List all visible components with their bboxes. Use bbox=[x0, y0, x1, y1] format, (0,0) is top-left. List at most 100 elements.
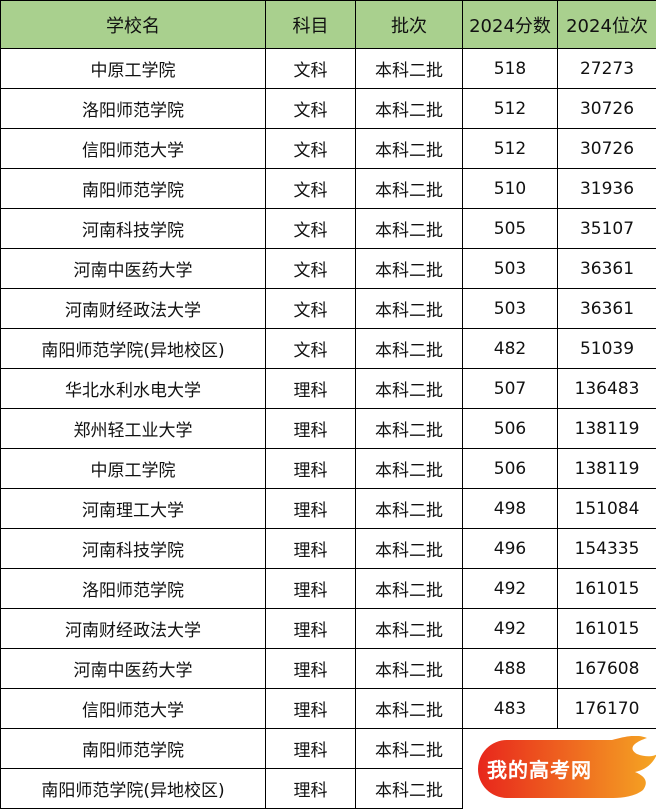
subject-cell: 理科 bbox=[265, 728, 356, 769]
rank-cell: 161015 bbox=[557, 608, 656, 649]
subject-cell: 理科 bbox=[265, 528, 356, 569]
column-header: 2024位次 bbox=[557, 0, 656, 49]
table-row: 河南中医药大学 理科 本科二批 488 167608 bbox=[0, 648, 656, 689]
score-cell: 498 bbox=[462, 488, 558, 529]
column-header: 科目 bbox=[265, 0, 356, 49]
subject-cell: 文科 bbox=[265, 248, 356, 289]
score-cell: 505 bbox=[462, 208, 558, 249]
rank-cell: 151084 bbox=[557, 488, 656, 529]
batch-cell: 本科二批 bbox=[355, 488, 463, 529]
subject-cell: 理科 bbox=[265, 448, 356, 489]
score-cell: 496 bbox=[462, 528, 558, 569]
school-name-cell: 南阳师范学院(异地校区) bbox=[0, 328, 266, 369]
subject-cell: 文科 bbox=[265, 208, 356, 249]
subject-cell: 理科 bbox=[265, 368, 356, 409]
batch-cell: 本科二批 bbox=[355, 448, 463, 489]
subject-cell: 理科 bbox=[265, 648, 356, 689]
table-row: 河南财经政法大学 理科 本科二批 492 161015 bbox=[0, 608, 656, 649]
score-cell: 503 bbox=[462, 248, 558, 289]
rank-cell: 138119 bbox=[557, 408, 656, 449]
table-row: 南阳师范学院(异地校区) 文科 本科二批 482 51039 bbox=[0, 328, 656, 369]
school-name-cell: 河南中医药大学 bbox=[0, 648, 266, 689]
school-name-cell: 南阳师范学院(异地校区) bbox=[0, 768, 266, 809]
watermark-logo: 我的高考网 bbox=[477, 735, 656, 802]
subject-cell: 文科 bbox=[265, 88, 356, 129]
table-row: 郑州轻工业大学 理科 本科二批 506 138119 bbox=[0, 408, 656, 449]
rank-cell: 30726 bbox=[557, 88, 656, 129]
school-name-cell: 南阳师范学院 bbox=[0, 168, 266, 209]
school-name-cell: 洛阳师范学院 bbox=[0, 568, 266, 609]
subject-cell: 文科 bbox=[265, 328, 356, 369]
score-cell: 482 bbox=[462, 328, 558, 369]
batch-cell: 本科二批 bbox=[355, 328, 463, 369]
subject-cell: 理科 bbox=[265, 608, 356, 649]
school-name-cell: 信阳师范大学 bbox=[0, 128, 266, 169]
subject-cell: 理科 bbox=[265, 768, 356, 809]
batch-cell: 本科二批 bbox=[355, 168, 463, 209]
table-row: 河南中医药大学 文科 本科二批 503 36361 bbox=[0, 248, 656, 289]
batch-cell: 本科二批 bbox=[355, 288, 463, 329]
score-cell: 483 bbox=[462, 688, 558, 729]
flame-icon bbox=[478, 735, 656, 798]
score-cell: 488 bbox=[462, 648, 558, 689]
batch-cell: 本科二批 bbox=[355, 128, 463, 169]
batch-cell: 本科二批 bbox=[355, 368, 463, 409]
rank-cell: 36361 bbox=[557, 248, 656, 289]
school-name-cell: 洛阳师范学院 bbox=[0, 88, 266, 129]
table-row: 南阳师范学院 文科 本科二批 510 31936 bbox=[0, 168, 656, 209]
rank-cell: 30726 bbox=[557, 128, 656, 169]
subject-cell: 文科 bbox=[265, 128, 356, 169]
school-name-cell: 信阳师范大学 bbox=[0, 688, 266, 729]
rank-cell: 161015 bbox=[557, 568, 656, 609]
rank-cell: 51039 bbox=[557, 328, 656, 369]
watermark-text: 我的高考网 bbox=[487, 758, 592, 782]
score-cell: 512 bbox=[462, 128, 558, 169]
rank-cell: 167608 bbox=[557, 648, 656, 689]
school-name-cell: 河南财经政法大学 bbox=[0, 608, 266, 649]
school-name-cell: 河南科技学院 bbox=[0, 528, 266, 569]
rank-cell: 35107 bbox=[557, 208, 656, 249]
batch-cell: 本科二批 bbox=[355, 648, 463, 689]
subject-cell: 理科 bbox=[265, 408, 356, 449]
column-header: 批次 bbox=[355, 0, 463, 49]
school-name-cell: 中原工学院 bbox=[0, 48, 266, 89]
column-header: 2024分数 bbox=[462, 0, 558, 49]
table-row: 中原工学院 理科 本科二批 506 138119 bbox=[0, 448, 656, 489]
score-cell: 512 bbox=[462, 88, 558, 129]
subject-cell: 理科 bbox=[265, 688, 356, 729]
school-name-cell: 南阳师范学院 bbox=[0, 728, 266, 769]
header-row: 学校名 科目 批次 2024分数 2024位次 bbox=[0, 0, 656, 49]
table-row: 中原工学院 文科 本科二批 518 27273 bbox=[0, 48, 656, 89]
batch-cell: 本科二批 bbox=[355, 88, 463, 129]
rank-cell: 136483 bbox=[557, 368, 656, 409]
subject-cell: 文科 bbox=[265, 288, 356, 329]
school-name-cell: 华北水利水电大学 bbox=[0, 368, 266, 409]
rank-cell: 36361 bbox=[557, 288, 656, 329]
batch-cell: 本科二批 bbox=[355, 608, 463, 649]
rank-cell: 138119 bbox=[557, 448, 656, 489]
table-row: 信阳师范大学 文科 本科二批 512 30726 bbox=[0, 128, 656, 169]
subject-cell: 文科 bbox=[265, 168, 356, 209]
school-name-cell: 中原工学院 bbox=[0, 448, 266, 489]
batch-cell: 本科二批 bbox=[355, 568, 463, 609]
table-row: 河南科技学院 理科 本科二批 496 154335 bbox=[0, 528, 656, 569]
batch-cell: 本科二批 bbox=[355, 768, 463, 809]
rank-cell: 154335 bbox=[557, 528, 656, 569]
column-header: 学校名 bbox=[0, 0, 266, 49]
score-cell: 492 bbox=[462, 568, 558, 609]
score-cell: 492 bbox=[462, 608, 558, 649]
score-cell: 506 bbox=[462, 448, 558, 489]
rank-cell: 27273 bbox=[557, 48, 656, 89]
score-cell: 510 bbox=[462, 168, 558, 209]
batch-cell: 本科二批 bbox=[355, 528, 463, 569]
batch-cell: 本科二批 bbox=[355, 248, 463, 289]
table-row: 华北水利水电大学 理科 本科二批 507 136483 bbox=[0, 368, 656, 409]
score-cell: 507 bbox=[462, 368, 558, 409]
subject-cell: 文科 bbox=[265, 48, 356, 89]
batch-cell: 本科二批 bbox=[355, 408, 463, 449]
score-cell: 503 bbox=[462, 288, 558, 329]
batch-cell: 本科二批 bbox=[355, 208, 463, 249]
score-cell: 518 bbox=[462, 48, 558, 89]
batch-cell: 本科二批 bbox=[355, 688, 463, 729]
